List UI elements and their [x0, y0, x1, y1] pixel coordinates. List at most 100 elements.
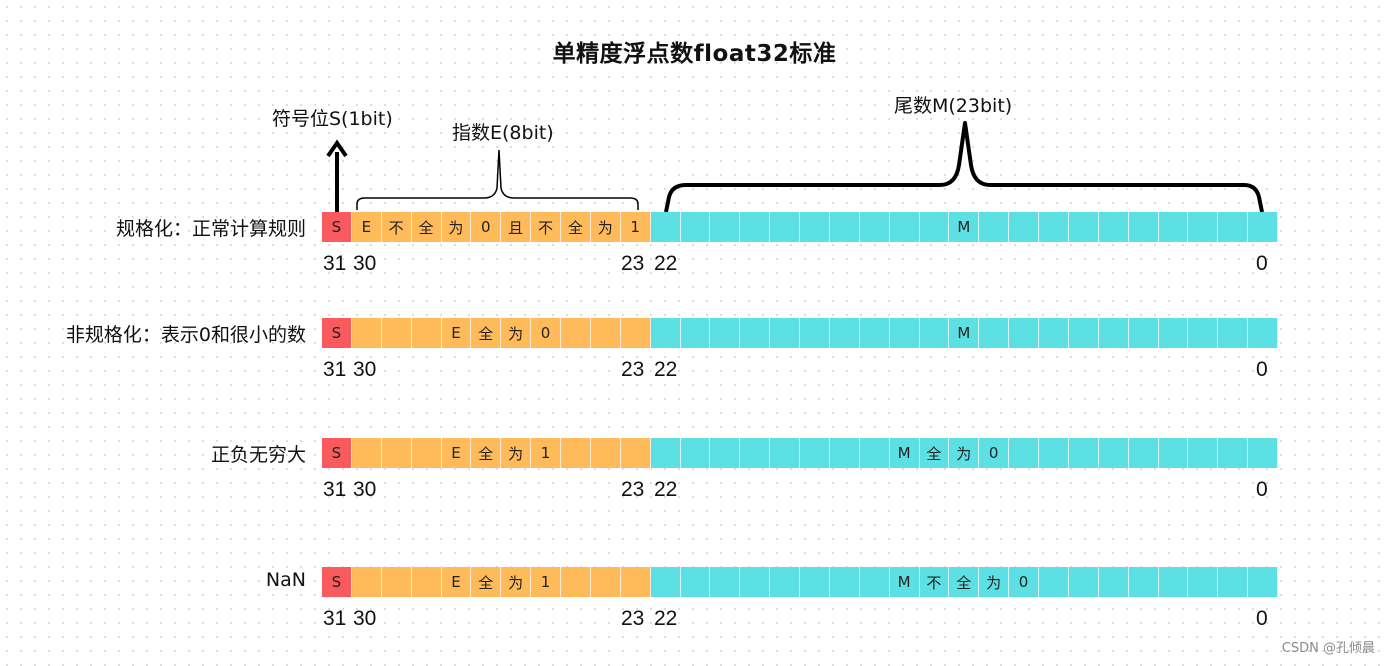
mantissa-bit-cell	[1098, 318, 1129, 348]
mantissa-bit-cell	[1098, 212, 1129, 242]
row-label: 正负无穷大	[210, 444, 306, 466]
exponent-bit-cell	[411, 567, 442, 597]
mantissa-bit-cell	[680, 567, 711, 597]
exponent-bit-cell: 0	[471, 212, 502, 242]
exponent-bit-cell	[620, 318, 651, 348]
mantissa-bit-cell	[770, 438, 800, 468]
sign-arrow-icon	[326, 139, 348, 212]
mantissa-bit-cell	[1098, 567, 1129, 597]
mantissa-bit-cell	[800, 212, 830, 242]
bit-index-0: 0	[1256, 358, 1268, 381]
mantissa-bit-cell: 0	[1009, 567, 1039, 597]
sign-bit-cell: S	[322, 212, 352, 242]
mantissa-bit-cell	[1188, 318, 1219, 348]
mantissa-bit-cell	[1128, 212, 1159, 242]
bit-index-23: 23	[621, 252, 645, 275]
sign-bit-cell: S	[322, 438, 352, 468]
exponent-brace	[356, 149, 639, 210]
mantissa-bit-cell	[1218, 438, 1249, 468]
mantissa-bit-cell	[1039, 438, 1069, 468]
exponent-bit-cell: 全	[561, 212, 591, 242]
exponent-bit-cell	[351, 318, 382, 348]
bit-index-30: 30	[353, 252, 377, 275]
row-label: 非规格化：表示0和很小的数	[65, 324, 306, 346]
mantissa-bit-cell	[1248, 212, 1278, 242]
mantissa-bit-cell: 不	[919, 567, 950, 597]
mantissa-bit-cell	[1009, 438, 1039, 468]
mantissa-bit-cell	[829, 212, 860, 242]
mantissa-bit-cell	[1039, 567, 1069, 597]
mantissa-bit-cell	[1098, 438, 1129, 468]
mantissa-bit-cell	[800, 567, 830, 597]
mantissa-bit-cell	[1068, 212, 1099, 242]
mantissa-bit-cell	[979, 318, 1010, 348]
mantissa-bit-cell	[889, 318, 920, 348]
mantissa-bit-cell: 0	[979, 438, 1010, 468]
bit-index-30: 30	[353, 358, 377, 381]
mantissa-bit-cell	[680, 438, 711, 468]
bit-index-22: 22	[654, 252, 678, 275]
exponent-bit-cell	[590, 567, 621, 597]
mantissa-bit-cell	[1128, 318, 1159, 348]
mantissa-bit-cell	[1218, 318, 1249, 348]
mantissa-bit-cell	[1218, 567, 1249, 597]
mantissa-bit-cell	[680, 212, 711, 242]
mantissa-bit-cell	[1158, 212, 1189, 242]
mantissa-bit-cell	[740, 318, 771, 348]
mantissa-annotation: 尾数M(23bit)	[894, 95, 1013, 117]
exponent-bit-cell	[620, 567, 651, 597]
exponent-bit-cell: 1	[531, 438, 561, 468]
sign-annotation: 符号位S(1bit)	[272, 108, 393, 130]
exponent-bit-cell	[381, 318, 412, 348]
mantissa-bit-cell	[680, 318, 711, 348]
bit-index-22: 22	[654, 358, 678, 381]
mantissa-bit-cell	[710, 438, 741, 468]
exponent-bit-cell: 不	[381, 212, 412, 242]
exponent-bit-cell	[381, 438, 412, 468]
mantissa-bit-cell	[1158, 438, 1189, 468]
mantissa-bit-cell	[740, 438, 771, 468]
exponent-bit-cell	[561, 318, 591, 348]
sign-bit-cell: S	[322, 318, 352, 348]
exponent-bit-cell: 全	[471, 567, 502, 597]
mantissa-bit-cell	[800, 318, 830, 348]
mantissa-bit-cell	[1188, 438, 1219, 468]
exponent-bit-cell: 为	[501, 318, 532, 348]
mantissa-bit-cell: 为	[979, 567, 1010, 597]
bit-index-30: 30	[353, 478, 377, 501]
bit-index-31: 31	[323, 252, 347, 275]
exponent-bit-cell	[351, 567, 382, 597]
row-label: NaN	[265, 569, 306, 591]
mantissa-bit-cell	[859, 438, 890, 468]
exponent-bit-cell: E	[351, 212, 382, 242]
mantissa-bit-cell	[919, 212, 950, 242]
mantissa-bit-cell: M	[889, 438, 920, 468]
mantissa-bit-cell: 为	[949, 438, 980, 468]
mantissa-bit-cell	[1039, 212, 1069, 242]
exponent-bit-cell	[590, 438, 621, 468]
mantissa-bit-cell	[650, 212, 681, 242]
exponent-bit-cell: 且	[501, 212, 532, 242]
mantissa-bit-cell	[1128, 567, 1159, 597]
mantissa-bit-cell	[859, 212, 890, 242]
exponent-bit-cell: 为	[501, 567, 532, 597]
exponent-bit-cell: 1	[620, 212, 651, 242]
exponent-bit-cell: 不	[531, 212, 561, 242]
mantissa-bit-cell	[770, 567, 800, 597]
mantissa-bit-cell	[859, 318, 890, 348]
mantissa-bit-cell	[829, 438, 860, 468]
exponent-bit-cell	[411, 318, 442, 348]
mantissa-bit-cell	[1009, 212, 1039, 242]
exponent-bit-cell: E	[441, 567, 472, 597]
mantissa-bit-cell	[710, 212, 741, 242]
mantissa-bit-cell	[1248, 318, 1278, 348]
exponent-bit-cell: 全	[411, 212, 442, 242]
mantissa-bit-cell	[1039, 318, 1069, 348]
mantissa-bit-cell	[889, 212, 920, 242]
bit-index-31: 31	[323, 478, 347, 501]
exponent-bit-cell: E	[441, 318, 472, 348]
